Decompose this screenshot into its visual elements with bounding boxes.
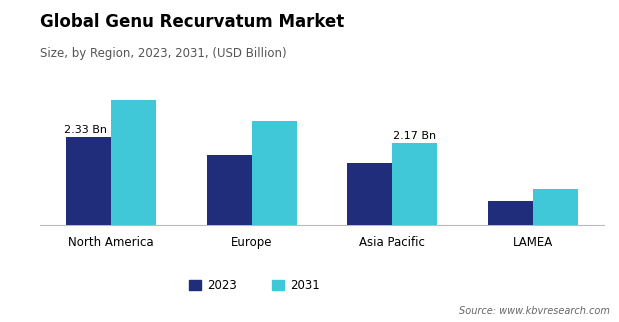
Bar xyxy=(392,143,437,225)
Bar xyxy=(207,155,251,225)
Text: Global Genu Recurvatum Market: Global Genu Recurvatum Market xyxy=(40,13,345,31)
Text: Size, by Region, 2023, 2031, (USD Billion): Size, by Region, 2023, 2031, (USD Billio… xyxy=(40,47,287,60)
Bar xyxy=(251,121,297,225)
Bar xyxy=(111,100,156,225)
Bar xyxy=(66,137,111,225)
Bar xyxy=(347,163,392,225)
Legend: 2023, 2031: 2023, 2031 xyxy=(184,274,324,297)
Text: 2.33 Bn: 2.33 Bn xyxy=(64,125,107,135)
Bar xyxy=(488,201,533,225)
Bar xyxy=(533,189,578,225)
Text: 2.17 Bn: 2.17 Bn xyxy=(393,131,436,141)
Text: Source: www.kbvresearch.com: Source: www.kbvresearch.com xyxy=(459,306,610,316)
